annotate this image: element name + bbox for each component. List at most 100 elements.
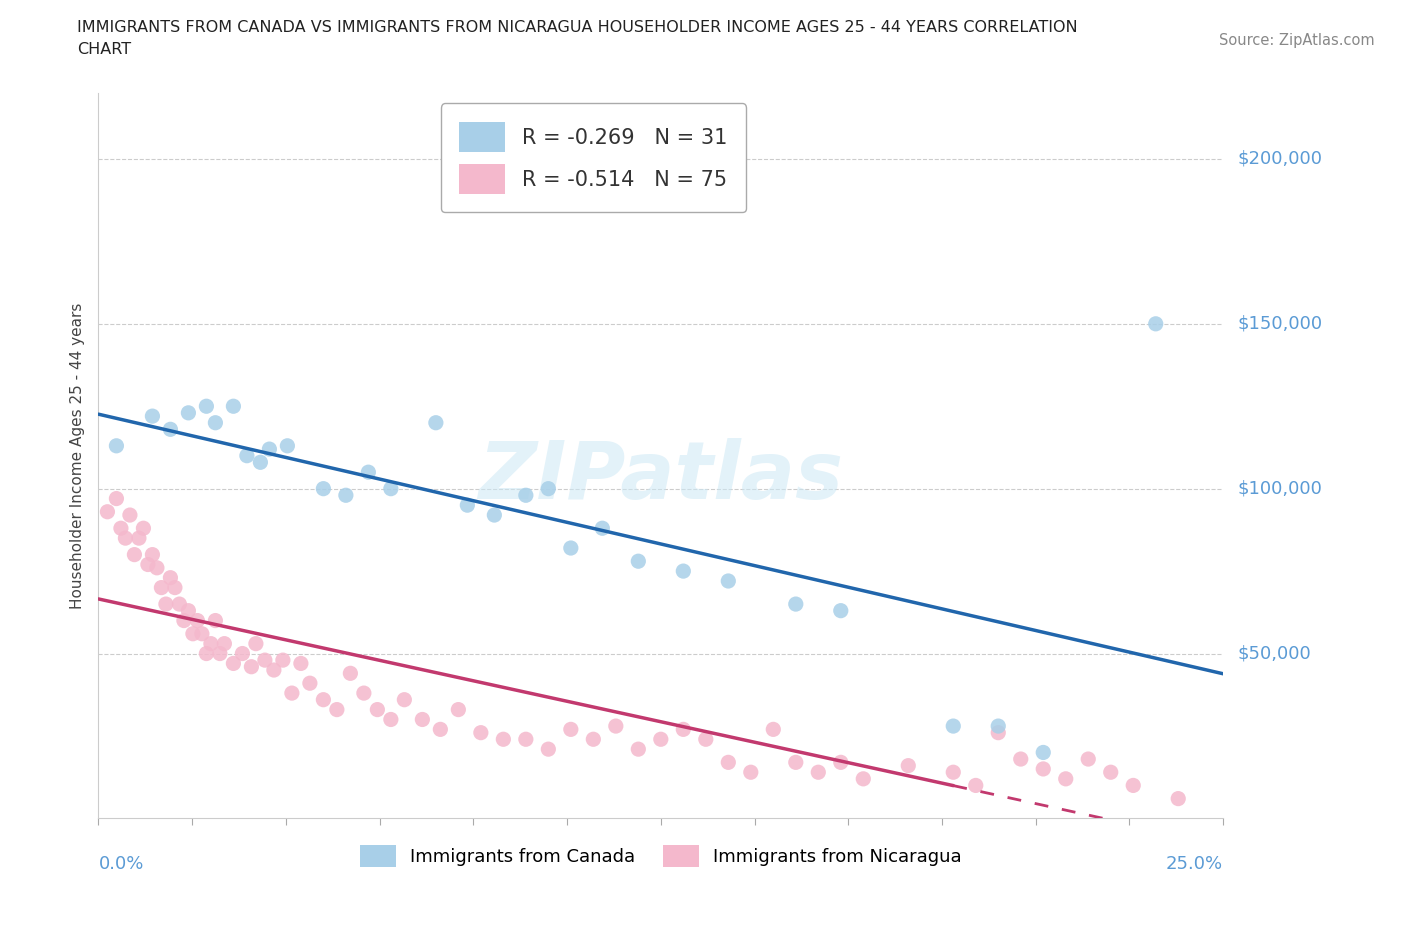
Point: [672, 722, 695, 737]
Point: [627, 742, 650, 757]
Point: [181, 626, 204, 641]
Point: [155, 597, 177, 612]
Point: [222, 656, 245, 671]
Point: [141, 547, 163, 562]
Point: [240, 659, 263, 674]
Point: [852, 771, 875, 786]
Point: [186, 613, 208, 628]
Point: [380, 481, 402, 496]
Point: [271, 653, 294, 668]
Point: [740, 764, 762, 779]
Point: [177, 405, 200, 420]
Text: 25.0%: 25.0%: [1166, 855, 1223, 872]
Point: [1077, 751, 1099, 766]
Point: [136, 557, 159, 572]
Point: [245, 636, 267, 651]
Point: [987, 719, 1010, 734]
Point: [717, 755, 740, 770]
Point: [1099, 764, 1122, 779]
Text: CHART: CHART: [77, 42, 131, 57]
Point: [335, 488, 357, 503]
Point: [195, 399, 218, 414]
Point: [897, 758, 920, 773]
Point: [231, 646, 253, 661]
Point: [236, 448, 259, 463]
Point: [987, 725, 1010, 740]
Text: IMMIGRANTS FROM CANADA VS IMMIGRANTS FROM NICARAGUA HOUSEHOLDER INCOME AGES 25 -: IMMIGRANTS FROM CANADA VS IMMIGRANTS FRO…: [77, 20, 1078, 35]
Point: [492, 732, 515, 747]
Point: [128, 531, 150, 546]
Point: [146, 561, 169, 576]
Point: [411, 712, 433, 727]
Point: [1032, 762, 1054, 777]
Point: [1167, 791, 1189, 806]
Point: [159, 422, 181, 437]
Point: [132, 521, 155, 536]
Point: [222, 399, 245, 414]
Point: [942, 764, 965, 779]
Text: ZIPatlas: ZIPatlas: [478, 438, 844, 516]
Point: [312, 481, 335, 496]
Point: [515, 732, 537, 747]
Point: [290, 656, 312, 671]
Point: [672, 564, 695, 578]
Point: [942, 719, 965, 734]
Text: $100,000: $100,000: [1237, 480, 1322, 498]
Point: [1054, 771, 1077, 786]
Point: [1032, 745, 1054, 760]
Point: [807, 764, 830, 779]
Point: [141, 408, 163, 423]
Legend: Immigrants from Canada, Immigrants from Nicaragua: Immigrants from Canada, Immigrants from …: [353, 838, 969, 874]
Point: [124, 547, 146, 562]
Point: [515, 488, 537, 503]
Point: [1144, 316, 1167, 331]
Point: [447, 702, 470, 717]
Point: [1122, 778, 1144, 793]
Point: [560, 722, 582, 737]
Point: [537, 481, 560, 496]
Point: [263, 662, 285, 677]
Point: [195, 646, 218, 661]
Point: [429, 722, 451, 737]
Point: [326, 702, 349, 717]
Point: [204, 416, 226, 431]
Point: [456, 498, 478, 512]
Point: [110, 521, 132, 536]
Point: [380, 712, 402, 727]
Point: [394, 692, 416, 707]
Point: [208, 646, 231, 661]
Point: [366, 702, 388, 717]
Point: [276, 438, 298, 453]
Point: [650, 732, 672, 747]
Point: [353, 685, 375, 700]
Point: [96, 504, 118, 519]
Point: [173, 613, 195, 628]
Point: [312, 692, 335, 707]
Point: [253, 653, 276, 668]
Y-axis label: Householder Income Ages 25 - 44 years: Householder Income Ages 25 - 44 years: [69, 302, 84, 609]
Point: [470, 725, 492, 740]
Text: $150,000: $150,000: [1237, 315, 1322, 333]
Point: [249, 455, 271, 470]
Point: [169, 597, 191, 612]
Point: [105, 491, 128, 506]
Text: 0.0%: 0.0%: [98, 855, 143, 872]
Point: [830, 755, 852, 770]
Point: [582, 732, 605, 747]
Point: [339, 666, 361, 681]
Point: [259, 442, 281, 457]
Point: [484, 508, 506, 523]
Point: [114, 531, 136, 546]
Point: [762, 722, 785, 737]
Point: [298, 676, 321, 691]
Text: $50,000: $50,000: [1237, 644, 1310, 662]
Point: [191, 626, 214, 641]
Point: [591, 521, 613, 536]
Point: [204, 613, 226, 628]
Point: [627, 553, 650, 568]
Point: [214, 636, 236, 651]
Point: [537, 742, 560, 757]
Point: [425, 416, 447, 431]
Point: [200, 636, 222, 651]
Point: [177, 604, 200, 618]
